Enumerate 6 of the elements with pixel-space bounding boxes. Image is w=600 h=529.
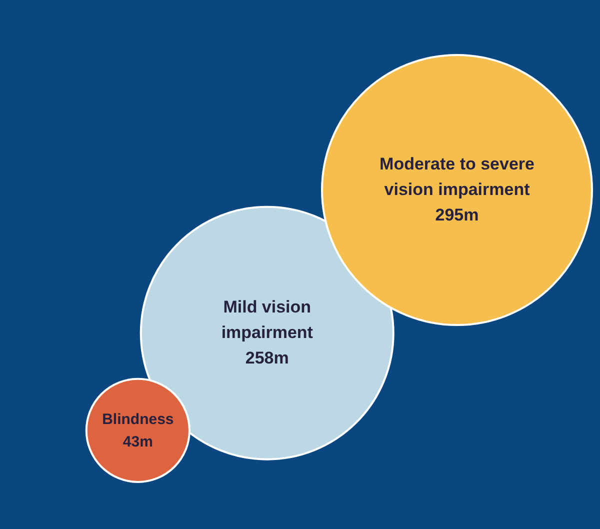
data-label: 43m (122, 434, 153, 451)
category-label: Mild vision impairment (221, 298, 314, 342)
category-label: Blindness (102, 411, 174, 428)
data-label: 258m (245, 348, 289, 368)
category-label: Moderate to severe vision impairment (380, 154, 534, 199)
data-label: 295m (435, 206, 479, 224)
